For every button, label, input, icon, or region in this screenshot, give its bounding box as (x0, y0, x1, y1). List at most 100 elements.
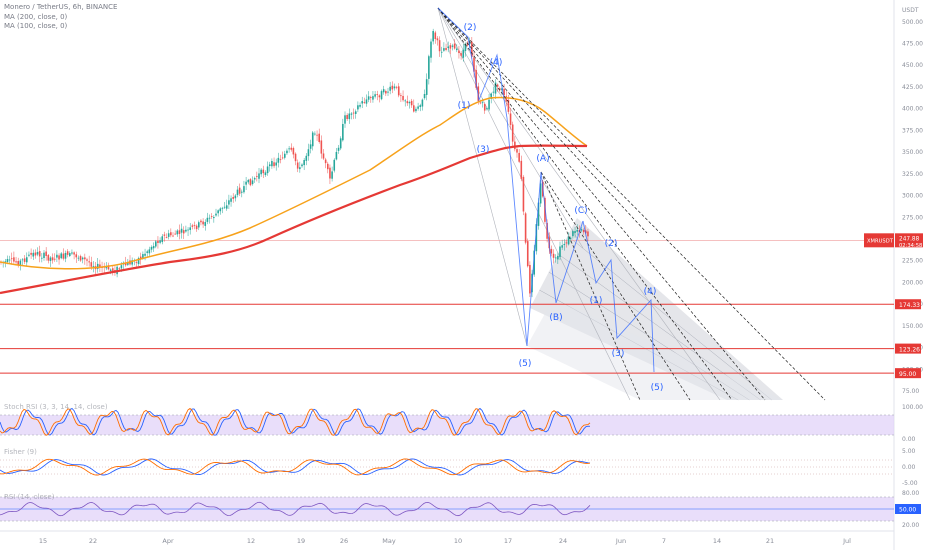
ma100-legend: MA (100, close, 0) (4, 22, 68, 30)
candle-body (372, 96, 374, 100)
fisher-tick: 5.00 (902, 448, 916, 455)
candle-body (449, 45, 452, 49)
price-tick-label: 350.00 (902, 149, 923, 156)
candle-body (47, 255, 50, 261)
candle-body (273, 162, 275, 167)
candle-body (144, 253, 146, 256)
candle-body (150, 246, 153, 250)
candle-body (518, 152, 520, 162)
fan-line (437, 7, 631, 401)
candle-body (189, 227, 191, 230)
candle-body (219, 208, 222, 212)
candle-body (387, 91, 389, 93)
candle-body (400, 95, 402, 97)
candle-body (191, 225, 194, 227)
candle-body (327, 163, 329, 170)
candle-body (118, 268, 121, 270)
candle-body (539, 183, 542, 204)
candle-body (453, 43, 456, 49)
candle-body (62, 253, 65, 259)
candle-body (165, 237, 168, 238)
candle-body (137, 258, 140, 265)
candle-body (316, 134, 318, 136)
candle-body (585, 230, 587, 234)
candle-body (404, 100, 406, 102)
wave-label: (2) (464, 23, 477, 33)
candle-body (529, 264, 531, 294)
candle-body (81, 257, 84, 260)
candle-body (322, 153, 325, 159)
candle-body (464, 43, 467, 52)
candle-body (374, 94, 376, 97)
candle-body (258, 173, 260, 179)
time-tick-label: 10 (454, 537, 462, 545)
candle-body (438, 40, 441, 52)
wave-label: (4) (490, 58, 503, 68)
candle-body (247, 179, 250, 183)
candle-body (428, 56, 430, 79)
candle-body (443, 48, 445, 51)
candle-body (266, 166, 269, 174)
current-price-countdown: 02:34:58 (899, 243, 922, 249)
candle-body (56, 254, 58, 258)
rsi-tick: 80.00 (902, 490, 919, 497)
candle-body (286, 150, 288, 154)
candle-body (314, 133, 316, 135)
candle-body (176, 230, 179, 235)
ma200-legend: MA (200, close, 0) (4, 13, 68, 21)
candle-body (380, 91, 383, 100)
candle-body (445, 47, 447, 50)
candle-body (324, 159, 327, 164)
candle-body (174, 233, 176, 235)
fisher-line (0, 458, 591, 476)
current-price-badge (864, 233, 894, 248)
candle-body (509, 113, 512, 125)
candle-body (290, 147, 293, 150)
time-tick-label: 15 (39, 537, 47, 545)
candle-body (127, 261, 129, 265)
candle-body (587, 231, 589, 237)
rsi-tick: 20.00 (902, 522, 919, 529)
fisher-tick: 0.00 (902, 464, 916, 471)
candle-body (30, 252, 32, 255)
candle-body (277, 157, 280, 163)
candle-body (234, 195, 237, 199)
candle-body (53, 258, 56, 260)
candle-body (533, 250, 535, 275)
time-tick-label: May (382, 537, 396, 545)
price-tick-label: 75.00 (902, 388, 919, 395)
candle-body (440, 51, 443, 53)
candle-body (105, 266, 108, 269)
candle-body (305, 155, 308, 161)
current-price-value: 247.88 (899, 236, 920, 242)
candle-body (359, 104, 361, 107)
time-tick-label: 26 (340, 537, 348, 545)
candle-body (462, 49, 465, 58)
candle-body (86, 259, 88, 261)
candle-body (159, 240, 161, 243)
rsi-value-badge (895, 504, 921, 514)
candle-body (520, 160, 523, 179)
candle-body (434, 32, 437, 40)
candle-body (294, 153, 297, 162)
candle-body (256, 176, 258, 177)
stoch-k-line (0, 407, 591, 436)
candle-body (299, 167, 301, 170)
candle-body (307, 149, 310, 157)
candle-body (19, 260, 22, 266)
price-tick-label: 425.00 (902, 84, 923, 91)
rsi-line (0, 501, 591, 517)
trend-fan-dashed (437, 7, 826, 401)
candle-body (329, 167, 331, 179)
candle-body (268, 164, 271, 167)
candle-body (486, 108, 488, 110)
candle-body (511, 124, 514, 142)
stoch-tick: 0.00 (902, 436, 916, 443)
candle-body (170, 232, 172, 236)
candle-body (339, 138, 342, 149)
candle-body (458, 50, 460, 54)
projection-label: (5) (651, 383, 664, 393)
candle-body (451, 45, 454, 47)
candle-body (198, 222, 200, 228)
